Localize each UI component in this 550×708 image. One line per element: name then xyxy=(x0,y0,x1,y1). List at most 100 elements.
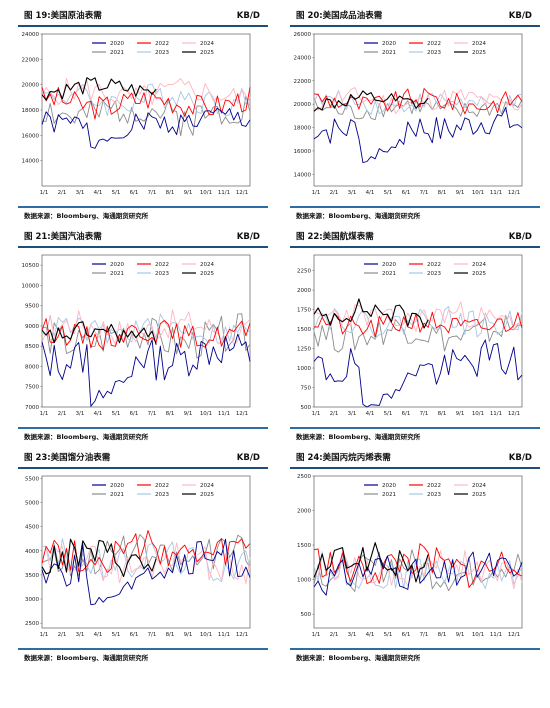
series-line-2020 xyxy=(41,333,251,407)
chart-panel-distillate: 图 23:美国馏分油表需 KB/D 2500 3000 3500 4000 4500 5000… xyxy=(18,450,268,665)
bottom-rule xyxy=(290,648,540,650)
y-tick-label: 2500 xyxy=(25,621,39,627)
x-tick-label: 4/1 xyxy=(94,411,103,417)
legend-label-2020: 2020 xyxy=(382,41,396,47)
x-tick-label: 9/1 xyxy=(184,190,193,196)
x-tick-label: 2/1 xyxy=(330,411,339,417)
chart-title: 图 24:美国丙烷丙烯表需 xyxy=(296,453,391,463)
x-tick-label: 5/1 xyxy=(112,632,121,638)
x-tick-label: 8/1 xyxy=(166,411,175,417)
x-tick-label: 4/1 xyxy=(366,190,375,196)
x-tick-label: 9/1 xyxy=(456,632,465,638)
chart-unit: KB/D xyxy=(236,453,260,463)
y-tick-label: 18000 xyxy=(294,126,312,132)
chart-unit: KB/D xyxy=(508,232,532,242)
chart-title: 图 20:美国成品油表需 xyxy=(296,11,383,21)
legend-label-2020: 2020 xyxy=(382,262,396,268)
legend-label-2021: 2021 xyxy=(382,271,396,277)
series-line-2025 xyxy=(313,298,429,329)
legend-label-2021: 2021 xyxy=(110,492,124,498)
x-tick-label: 3/1 xyxy=(348,190,357,196)
x-tick-label: 7/1 xyxy=(420,632,429,638)
y-tick-label: 9500 xyxy=(25,304,39,310)
x-tick-label: 5/1 xyxy=(112,190,121,196)
chart-title-row: 图 23:美国馏分油表需 KB/D xyxy=(18,450,268,466)
y-tick-label: 2500 xyxy=(297,474,311,480)
bottom-rule xyxy=(290,427,540,429)
plot-frame xyxy=(41,475,251,629)
legend-label-2024: 2024 xyxy=(472,483,486,489)
x-tick-label: 3/1 xyxy=(76,190,85,196)
y-tick-label: 22000 xyxy=(294,79,312,85)
x-tick-label: 11/1 xyxy=(490,411,502,417)
series-line-2025 xyxy=(41,321,157,345)
x-tick-label: 6/1 xyxy=(130,190,139,196)
line-chart: 7000 7500 8000 8500 9000 9500 10000 10500 1/1 2/1… xyxy=(22,254,251,417)
chart-panel-gasoline: 图 21:美国汽油表需 KB/D 7000 7500 8000 8500 9000 9500 1… xyxy=(18,229,268,444)
y-tick-label: 9000 xyxy=(25,324,39,330)
chart-title-row: 图 21:美国汽油表需 KB/D xyxy=(18,229,268,245)
x-tick-label: 12/1 xyxy=(508,632,520,638)
y-tick-label: 2000 xyxy=(297,288,311,294)
x-tick-label: 1/1 xyxy=(40,411,49,417)
legend-label-2021: 2021 xyxy=(110,271,124,277)
series-line-2020 xyxy=(41,107,251,149)
y-tick-label: 18000 xyxy=(22,108,40,114)
x-tick-label: 12/1 xyxy=(508,190,520,196)
x-tick-label: 8/1 xyxy=(166,632,175,638)
y-tick-label: 500 xyxy=(301,405,312,411)
legend-label-2021: 2021 xyxy=(382,50,396,56)
plot-frame xyxy=(313,475,523,629)
y-tick-label: 1750 xyxy=(297,308,311,314)
legend-label-2022: 2022 xyxy=(155,483,169,489)
y-tick-label: 500 xyxy=(301,612,312,618)
x-tick-label: 2/1 xyxy=(330,632,339,638)
chart-unit: KB/D xyxy=(508,11,532,21)
chart-title-row: 图 24:美国丙烷丙烯表需 KB/D xyxy=(290,450,540,466)
chart-unit: KB/D xyxy=(508,453,532,463)
source-note: 数据来源：Bloomberg、海通期货研究所 xyxy=(296,433,421,441)
x-tick-label: 9/1 xyxy=(456,411,465,417)
x-tick-label: 10/1 xyxy=(472,632,484,638)
source-note: 数据来源：Bloomberg、海通期货研究所 xyxy=(296,654,421,662)
y-tick-label: 1500 xyxy=(297,543,311,549)
y-tick-label: 4000 xyxy=(25,549,39,555)
x-tick-label: 6/1 xyxy=(402,190,411,196)
legend-label-2025: 2025 xyxy=(472,271,486,277)
x-tick-label: 8/1 xyxy=(438,190,447,196)
x-tick-label: 11/1 xyxy=(218,632,230,638)
x-tick-label: 10/1 xyxy=(472,190,484,196)
series-line-2022 xyxy=(41,86,251,120)
source-note: 数据来源：Bloomberg、海通期货研究所 xyxy=(296,212,421,220)
legend-label-2024: 2024 xyxy=(200,483,214,489)
x-tick-label: 3/1 xyxy=(348,632,357,638)
source-note: 数据来源：Bloomberg、海通期货研究所 xyxy=(24,433,149,441)
y-tick-label: 750 xyxy=(301,386,312,392)
x-tick-label: 1/1 xyxy=(312,632,321,638)
title-rule xyxy=(290,246,540,248)
series-line-2023 xyxy=(313,90,523,115)
source-note: 数据来源：Bloomberg、海通期货研究所 xyxy=(24,212,149,220)
legend-label-2022: 2022 xyxy=(155,262,169,268)
legend-label-2021: 2021 xyxy=(110,50,124,56)
series-line-2020 xyxy=(313,551,523,596)
bottom-rule xyxy=(290,206,540,208)
bottom-rule xyxy=(18,206,268,208)
line-chart: 14000 16000 18000 20000 22000 24000 26000 1/1 2/… xyxy=(294,32,523,196)
legend-label-2025: 2025 xyxy=(200,271,214,277)
series-line-2020 xyxy=(313,339,523,408)
x-tick-label: 1/1 xyxy=(312,190,321,196)
x-tick-label: 1/1 xyxy=(40,190,49,196)
series-line-2021 xyxy=(41,313,251,359)
x-tick-label: 11/1 xyxy=(218,411,230,417)
title-rule xyxy=(290,25,540,27)
source-note: 数据来源：Bloomberg、海通期货研究所 xyxy=(24,654,149,662)
legend-label-2023: 2023 xyxy=(155,50,169,56)
chart-title: 图 19:美国原油表需 xyxy=(24,11,102,21)
legend-label-2022: 2022 xyxy=(427,483,441,489)
legend-label-2024: 2024 xyxy=(472,262,486,268)
x-tick-label: 10/1 xyxy=(472,411,484,417)
x-tick-label: 12/1 xyxy=(508,411,520,417)
x-tick-label: 6/1 xyxy=(130,411,139,417)
chart-title: 图 22:美国航煤表需 xyxy=(296,232,374,242)
